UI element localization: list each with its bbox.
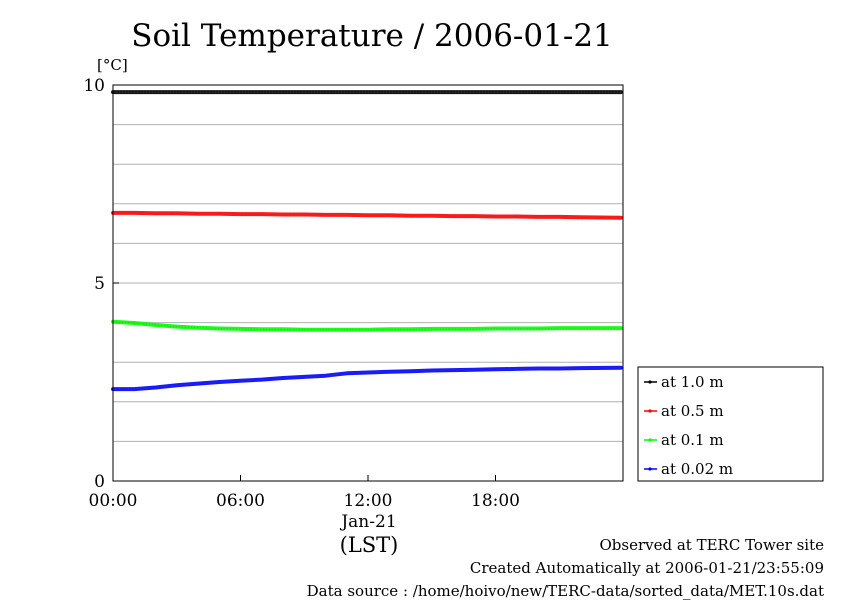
x-tick-label: 00:00 bbox=[89, 491, 138, 511]
x-axis-date-label: Jan-21 bbox=[339, 512, 396, 532]
y-tick-label: 0 bbox=[94, 472, 105, 492]
y-tick-label: 10 bbox=[83, 76, 105, 96]
legend-label: at 0.02 m bbox=[661, 460, 733, 478]
footer-source: Data source : /home/hoivo/new/TERC-data/… bbox=[306, 582, 824, 600]
legend-label: at 0.1 m bbox=[661, 431, 724, 449]
x-tick-label: 18:00 bbox=[471, 491, 520, 511]
series-line-texture-3 bbox=[113, 367, 621, 390]
series-line-texture-2 bbox=[112, 321, 621, 331]
legend-label: at 1.0 m bbox=[661, 373, 724, 391]
series-lines bbox=[111, 90, 623, 392]
x-axis-ticks: 00:00 06:00 12:00 18:00 bbox=[89, 475, 520, 511]
y-axis-unit-label: [°C] bbox=[97, 56, 128, 74]
chart-title: Soil Temperature / 2006-01-21 bbox=[131, 18, 613, 54]
x-tick-label: 12:00 bbox=[344, 491, 393, 511]
series-line-texture-1 bbox=[113, 212, 621, 218]
x-axis-label: (LST) bbox=[340, 533, 399, 557]
x-tick-label: 06:00 bbox=[216, 491, 265, 511]
footer-site: Observed at TERC Tower site bbox=[599, 536, 824, 554]
y-axis-ticks: 0 5 10 bbox=[83, 76, 119, 492]
legend-box bbox=[637, 366, 824, 482]
series-line-3 bbox=[111, 365, 623, 392]
legend-marker bbox=[648, 467, 652, 471]
legend-marker bbox=[648, 380, 652, 384]
legend-marker bbox=[648, 409, 652, 413]
legend-label: at 0.5 m bbox=[661, 402, 724, 420]
series-line-1 bbox=[111, 210, 623, 220]
y-tick-label: 5 bbox=[94, 274, 105, 294]
legend-marker bbox=[648, 438, 652, 442]
footer-created: Created Automatically at 2006-01-21/23:5… bbox=[469, 559, 824, 577]
gridlines bbox=[113, 84, 623, 442]
legend: at 1.0 m at 0.5 m at 0.1 m at 0.02 m bbox=[637, 366, 824, 482]
